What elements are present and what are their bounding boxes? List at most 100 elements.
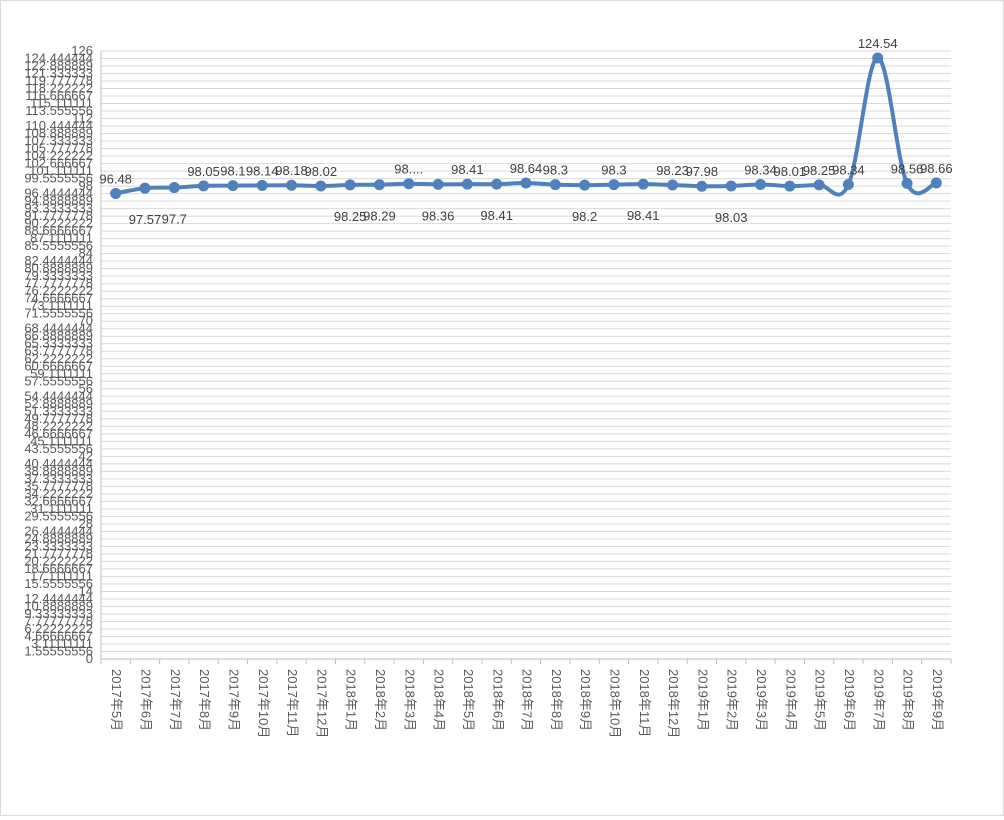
data-label: 98.25 [803, 163, 836, 178]
data-point [637, 178, 649, 190]
data-label: 98.18 [275, 163, 308, 178]
y-tick-label: 6.22222222 [24, 621, 93, 636]
axes [100, 51, 952, 664]
data-point [579, 179, 591, 191]
gridlines [101, 50, 951, 652]
x-tick-label: 2019年3月 [754, 669, 769, 731]
data-point [139, 182, 151, 194]
y-tick-label: 38.8888889 [24, 463, 93, 478]
y-tick-label: 66.8888889 [24, 328, 93, 343]
y-tick-label: 14 [79, 583, 93, 598]
x-axis-ticks: 2017年5月 2017年6月 2017年7月 2017年8月 2017年9月 2017年… [109, 669, 945, 738]
x-tick-label: 2019年6月 [842, 669, 857, 731]
data-label: 98.... [394, 162, 423, 177]
x-tick-label: 2018年1月 [344, 669, 359, 731]
y-tick-label: 12.4444444 [24, 591, 93, 606]
x-tick-label: 2018年6月 [490, 669, 505, 731]
y-tick-label: 118.222222 [25, 81, 93, 96]
y-tick-label: 107.333333 [24, 133, 93, 148]
y-tick-label: 29.5555556 [24, 508, 93, 523]
y-tick-label: 71.5555556 [24, 306, 93, 321]
y-tick-label: 121.333333 [24, 66, 93, 81]
y-tick-label: 59.1111111 [30, 366, 93, 381]
data-label: 98.25 [334, 209, 367, 224]
data-label: 98.14 [246, 163, 279, 178]
y-tick-label: 115.111111 [30, 96, 93, 111]
y-tick-label: 90.2222222 [24, 216, 93, 231]
x-tick-label: 2019年1月 [695, 669, 710, 731]
x-tick-label: 2017年6月 [139, 669, 154, 731]
data-point [227, 180, 239, 192]
data-label: 98.05 [187, 164, 220, 179]
x-tick-label: 2018年8月 [549, 669, 564, 731]
x-tick-label: 2017年7月 [168, 669, 183, 731]
x-tick-label: 2019年9月 [930, 669, 945, 731]
y-tick-label: 51.3333333 [24, 403, 93, 418]
data-label: 98.3 [601, 163, 626, 178]
data-label: 98.2 [572, 209, 597, 224]
y-tick-label: 54.4444444 [24, 388, 93, 403]
y-tick-label: 70 [79, 313, 93, 328]
data-point [725, 180, 737, 192]
x-tick-label: 2018年11月 [637, 669, 652, 737]
y-tick-label: 65.3333333 [24, 336, 93, 351]
data-label: 98.1 [220, 164, 245, 179]
y-tick-label: 96.4444444 [24, 186, 93, 201]
data-label: 98.41 [627, 208, 660, 223]
y-tick-label: 60.6666667 [24, 358, 93, 373]
y-tick-label: 116.666667 [25, 88, 93, 103]
y-tick-label: 124.444444 [24, 51, 93, 66]
y-tick-label: 32.6666667 [24, 493, 93, 508]
data-label: 98.64 [510, 161, 543, 176]
y-tick-label: 48.2222222 [24, 418, 93, 433]
y-tick-label: 73.1111111 [30, 298, 93, 313]
data-point [168, 182, 180, 194]
data-label: 98.34 [744, 162, 777, 177]
x-tick-label: 2018年7月 [520, 669, 535, 731]
y-tick-label: 57.5555556 [24, 373, 93, 388]
data-point [432, 178, 444, 190]
data-point [549, 179, 561, 191]
x-tick-label: 2019年8月 [901, 669, 916, 731]
x-tick-label: 2017年5月 [109, 669, 124, 731]
data-point [256, 179, 268, 191]
data-label: 98.66 [920, 161, 953, 176]
x-tick-label: 2019年2月 [725, 669, 740, 731]
y-tick-label: 113.555556 [25, 103, 93, 118]
x-tick-label: 2018年10月 [607, 669, 622, 738]
y-tick-label: 42 [79, 448, 93, 463]
y-tick-label: 91.7777778 [24, 208, 93, 223]
y-tick-label: 105.777778 [24, 141, 93, 156]
y-tick-label: 88.6666667 [24, 223, 93, 238]
y-tick-label: 43.5555556 [24, 441, 93, 456]
data-point [667, 179, 679, 191]
y-tick-label: 77.7777778 [24, 276, 93, 291]
y-tick-label: 31.1111111 [30, 501, 93, 516]
y-tick-label: 102.666667 [24, 156, 93, 171]
y-tick-label: 93.3333333 [24, 201, 93, 216]
data-point [901, 177, 913, 189]
data-label: 98.41 [480, 208, 513, 223]
data-point [813, 179, 825, 191]
y-tick-label: 0 [86, 651, 93, 666]
y-tick-label: 84 [79, 246, 93, 261]
data-point [286, 179, 298, 191]
y-tick-label: 112 [72, 111, 93, 126]
data-point [608, 179, 620, 191]
y-tick-label: 101.111111 [29, 163, 93, 178]
x-tick-label: 2018年3月 [402, 669, 417, 731]
y-tick-label: 94.8888889 [24, 193, 93, 208]
y-tick-label: 119.777778 [25, 73, 93, 88]
data-point [198, 180, 210, 192]
data-label: 98.36 [422, 208, 455, 223]
data-point [315, 180, 327, 192]
y-tick-label: 4.66666667 [24, 628, 93, 643]
x-tick-label: 2018年12月 [666, 669, 681, 738]
x-tick-label: 2018年4月 [432, 669, 447, 731]
data-point [784, 180, 796, 192]
y-tick-label: 24.8888889 [24, 531, 93, 546]
data-label: 98.02 [305, 164, 338, 179]
x-tick-label: 2018年2月 [373, 669, 388, 731]
